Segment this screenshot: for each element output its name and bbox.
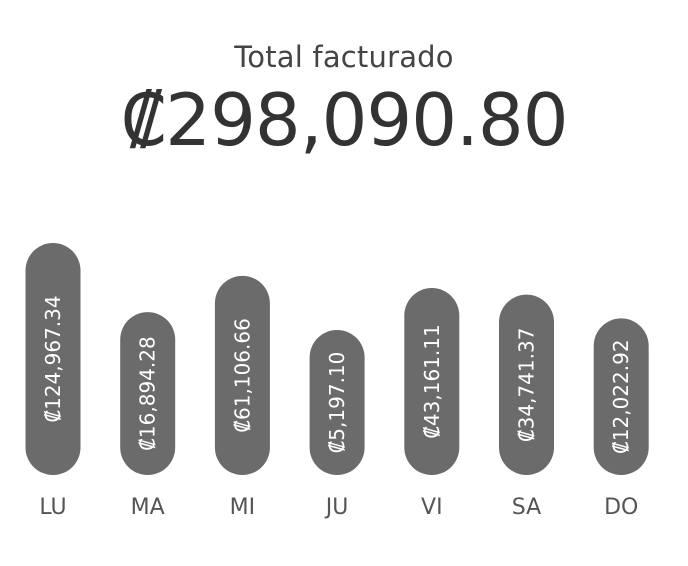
day-label-do: DO (604, 495, 638, 520)
day-label-sa: SA (512, 495, 541, 520)
bar-lu (25, 243, 81, 475)
day-label-mi: MI (230, 495, 255, 520)
bar-do (593, 318, 649, 475)
bar-value-label-lu: ₡124,967.34 (41, 295, 65, 422)
bar-value-label-vi: ₡43,161.11 (420, 324, 444, 439)
bar-value-label-do: ₡12,022.92 (609, 339, 633, 454)
day-label-ma: MA (131, 495, 165, 520)
bar-mi (214, 275, 270, 475)
bar-value-label-ju: ₡5,197.10 (325, 352, 349, 454)
bar-value-label-mi: ₡61,106.66 (230, 318, 254, 433)
bar-sa (499, 294, 554, 475)
bar-value-label-ma: ₡16,894.28 (136, 336, 160, 451)
day-label-vi: VI (421, 495, 443, 520)
total-amount: ₡298,090.80 (120, 78, 568, 162)
day-label-ju: JU (324, 495, 349, 520)
bar-ju (309, 330, 365, 475)
bar-value-label-sa: ₡34,741.37 (515, 328, 539, 443)
chart-title: Total facturado (234, 40, 454, 74)
day-label-lu: LU (39, 495, 66, 520)
bar-vi (404, 288, 460, 475)
bar-ma (120, 312, 176, 475)
